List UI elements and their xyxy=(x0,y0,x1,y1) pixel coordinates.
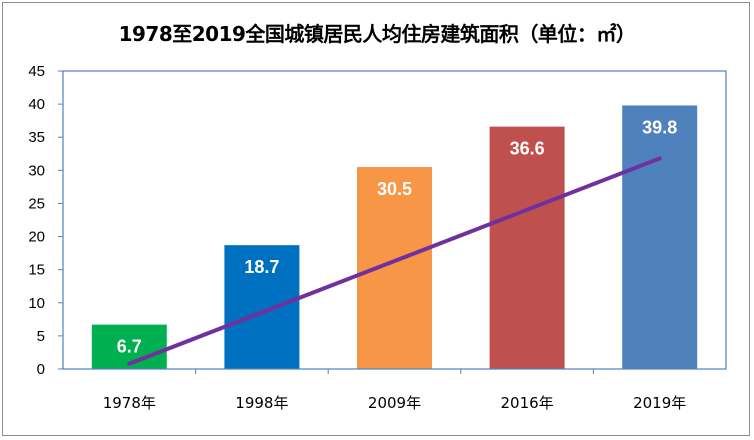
data-label: 39.8 xyxy=(642,117,677,137)
plot-area-border xyxy=(62,70,727,370)
bars xyxy=(91,105,698,370)
x-axis: 1978年 1998年 2009年 2016年 2019年 xyxy=(103,369,686,412)
y-tick-label: 40 xyxy=(28,96,45,113)
data-label: 6.7 xyxy=(117,337,142,357)
y-tick-label: 35 xyxy=(28,129,45,146)
y-axis: 0 5 10 15 20 25 30 35 40 45 xyxy=(28,63,63,378)
data-labels: 6.7 18.7 30.5 36.6 39.8 xyxy=(117,117,677,356)
x-tick-label: 1998年 xyxy=(235,394,288,412)
y-tick-label: 15 xyxy=(28,262,45,279)
y-tick-label: 30 xyxy=(28,162,45,179)
data-label: 30.5 xyxy=(377,179,412,199)
y-tick-label: 25 xyxy=(28,195,45,212)
x-tick-label: 2016年 xyxy=(501,394,554,412)
x-tick-label: 2009年 xyxy=(368,394,421,412)
y-tick-label: 0 xyxy=(37,361,45,378)
trendline xyxy=(127,156,662,366)
y-tick-label: 5 xyxy=(37,328,45,345)
bar-2009年 xyxy=(357,167,432,369)
data-label: 18.7 xyxy=(244,257,279,277)
bar-2016年 xyxy=(489,126,565,369)
data-label: 36.6 xyxy=(510,139,545,159)
x-tick-label: 2019年 xyxy=(633,394,686,412)
bar-2019年 xyxy=(622,105,698,370)
bar-1998年 xyxy=(224,245,300,369)
y-tick-label: 45 xyxy=(28,63,45,80)
trendline-group xyxy=(127,156,662,366)
y-tick-label: 10 xyxy=(28,295,45,312)
x-tick-label: 1978年 xyxy=(103,394,156,412)
y-tick-label: 20 xyxy=(28,229,45,246)
chart-title: 1978至2019全国城镇居民人均住房建筑面积（单位：㎡） xyxy=(118,22,636,46)
